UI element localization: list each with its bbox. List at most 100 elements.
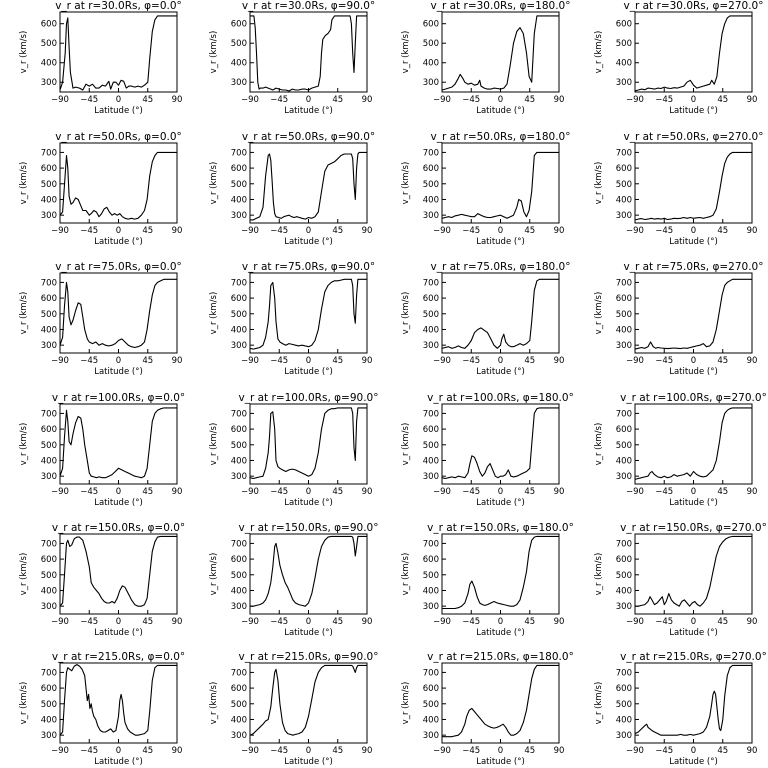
x-tick-label: 45 [332,487,343,497]
y-tick-label: 400 [423,59,439,69]
y-tick-label: 700 [231,148,247,158]
subplot-title: v_r at r=50.0Rs, φ=0.0° [55,131,182,143]
x-tick-label: 0 [691,487,696,497]
subplot-title: v_r at r=100.0Rs, φ=0.0° [52,392,185,404]
x-tick-label: 90 [747,746,758,756]
x-tick-label: −90 [433,746,451,756]
subplot-title: v_r at r=215.0Rs, φ=270.0° [620,651,767,663]
subplot-20: v_r at r=150.0Rs, φ=270.0° −90 −45 0 45 90 300… [594,522,767,638]
x-tick-label: −90 [626,487,644,497]
x-tick-label: −90 [241,617,259,627]
y-tick-label: 500 [41,700,57,710]
x-tick-label: 90 [554,356,565,366]
y-tick-label: 700 [423,278,439,288]
x-tick-label: −45 [80,746,98,756]
subplot-title: v_r at r=30.0Rs, φ=90.0° [242,0,375,12]
x-tick-label: −45 [462,356,480,366]
y-tick-label: 500 [41,310,57,320]
y-tick-label: 700 [423,539,439,549]
x-axis-label: Latitude (°) [669,106,718,116]
x-tick-label: 0 [691,746,696,756]
y-tick-label: 500 [423,39,439,49]
plot-frame [59,403,178,485]
subplot-22: v_r at r=215.0Rs, φ=90.0° −90 −45 0 45 90 300 4… [209,651,378,767]
plot-frame [441,142,560,224]
x-tick-label: −45 [462,487,480,497]
x-tick-label: −45 [270,356,288,366]
x-axis-label: Latitude (°) [284,628,333,638]
y-axis-label: v_r (km/s) [401,31,411,74]
plot-frame [441,272,560,354]
y-axis-label: v_r (km/s) [19,292,29,335]
x-tick-label: 0 [116,746,121,756]
y-axis-label: v_r (km/s) [209,682,219,725]
vr-profile-line [441,15,559,91]
x-axis-label: Latitude (°) [476,106,525,116]
plot-frame [249,662,368,744]
x-tick-label: 90 [554,746,565,756]
x-tick-label: 45 [717,617,728,627]
y-tick-label: 600 [41,294,57,304]
y-tick-label: 400 [231,715,247,725]
x-tick-label: 45 [717,95,728,105]
x-tick-label: 90 [362,746,373,756]
x-tick-label: 0 [691,617,696,627]
plot-frame [59,11,178,93]
x-tick-label: 0 [498,617,503,627]
x-tick-label: −45 [655,95,673,105]
vr-profile-line [59,278,177,349]
y-tick-label: 700 [231,668,247,678]
subplot-title: v_r at r=30.0Rs, φ=180.0° [431,0,571,12]
x-tick-label: 0 [116,487,121,497]
x-tick-label: −45 [270,95,288,105]
y-axis-label: v_r (km/s) [594,423,604,466]
x-axis-label: Latitude (°) [94,237,143,247]
x-tick-label: −45 [80,95,98,105]
y-tick-label: 400 [41,586,57,596]
y-tick-label: 600 [423,684,439,694]
x-tick-label: 45 [524,617,535,627]
subplot-title: v_r at r=150.0Rs, φ=0.0° [52,522,185,534]
plot-frame [249,272,368,354]
y-tick-label: 300 [423,78,439,88]
y-tick-label: 500 [41,441,57,451]
vr-profile-line [250,151,367,221]
y-tick-label: 700 [41,668,57,678]
y-tick-label: 500 [41,571,57,581]
x-tick-label: 0 [116,356,121,366]
x-tick-label: −45 [270,226,288,236]
x-tick-label: −45 [270,487,288,497]
y-tick-label: 300 [41,341,57,351]
x-tick-label: −45 [655,617,673,627]
vr-profile-line [442,664,559,738]
x-tick-label: −90 [433,617,451,627]
y-tick-label: 400 [423,195,439,205]
y-tick-label: 300 [616,78,632,88]
y-tick-label: 300 [41,731,57,741]
subplot-title: v_r at r=215.0Rs, φ=180.0° [427,651,574,663]
y-axis-label: v_r (km/s) [209,292,219,335]
x-tick-label: −90 [433,95,451,105]
x-tick-label: −90 [433,356,451,366]
subplot-title: v_r at r=50.0Rs, φ=270.0° [624,131,764,143]
y-tick-label: 300 [616,341,632,351]
y-tick-label: 600 [616,294,632,304]
y-tick-label: 300 [616,731,632,741]
y-tick-label: 600 [231,294,247,304]
vr-profile-line [441,278,559,349]
x-tick-label: −45 [655,356,673,366]
y-tick-label: 500 [423,180,439,190]
x-tick-label: 45 [332,226,343,236]
y-tick-label: 400 [231,195,247,205]
x-tick-label: 45 [524,356,535,366]
y-tick-label: 400 [231,586,247,596]
y-tick-label: 700 [231,539,247,549]
vr-profile-line [249,664,367,736]
y-tick-label: 700 [616,278,632,288]
y-axis-label: v_r (km/s) [401,553,411,596]
vr-profile-line [250,535,367,607]
x-tick-label: 90 [172,356,183,366]
vr-profile-line [442,535,559,610]
y-tick-label: 700 [423,148,439,158]
y-tick-label: 300 [231,78,247,88]
